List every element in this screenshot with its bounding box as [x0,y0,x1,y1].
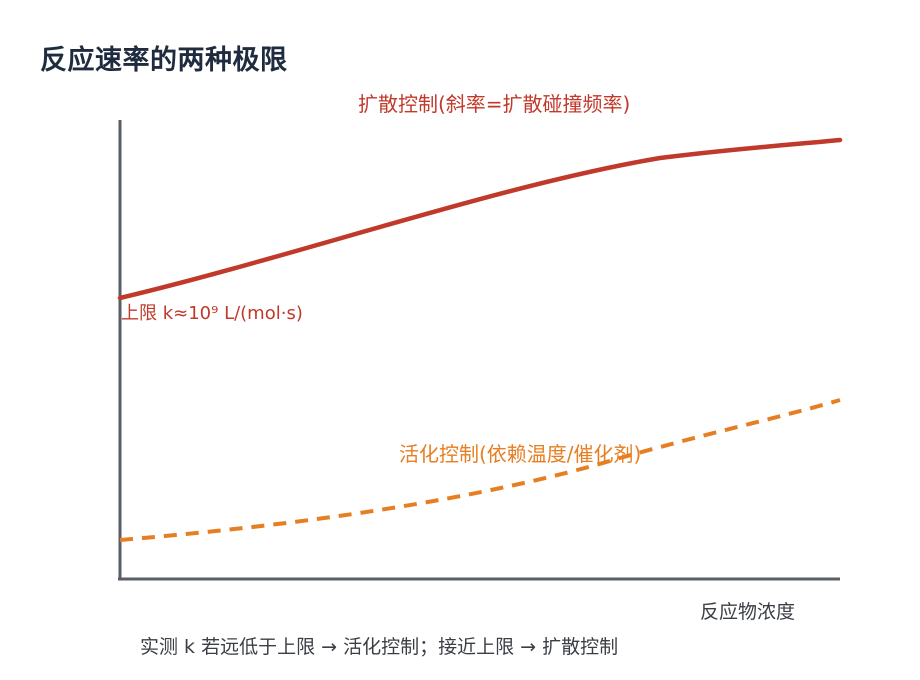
upper-limit-label: 上限 k≈10⁹ L/(mol·s) [121,303,303,324]
diffusion-control-label: 扩散控制(斜率=扩散碰撞频率) [358,92,631,116]
diffusion-control-curve [117,137,843,301]
conclusion-note: 实测 k 若远低于上限 → 活化控制；接近上限 → 扩散控制 [140,636,619,658]
x-axis-label: 反应物浓度 [700,601,796,623]
activation-control-label: 活化控制(依赖温度/催化剂) [399,442,642,466]
activation-control-curve [119,398,841,542]
diagram-title: 反应速率的两种极限 [40,45,288,76]
